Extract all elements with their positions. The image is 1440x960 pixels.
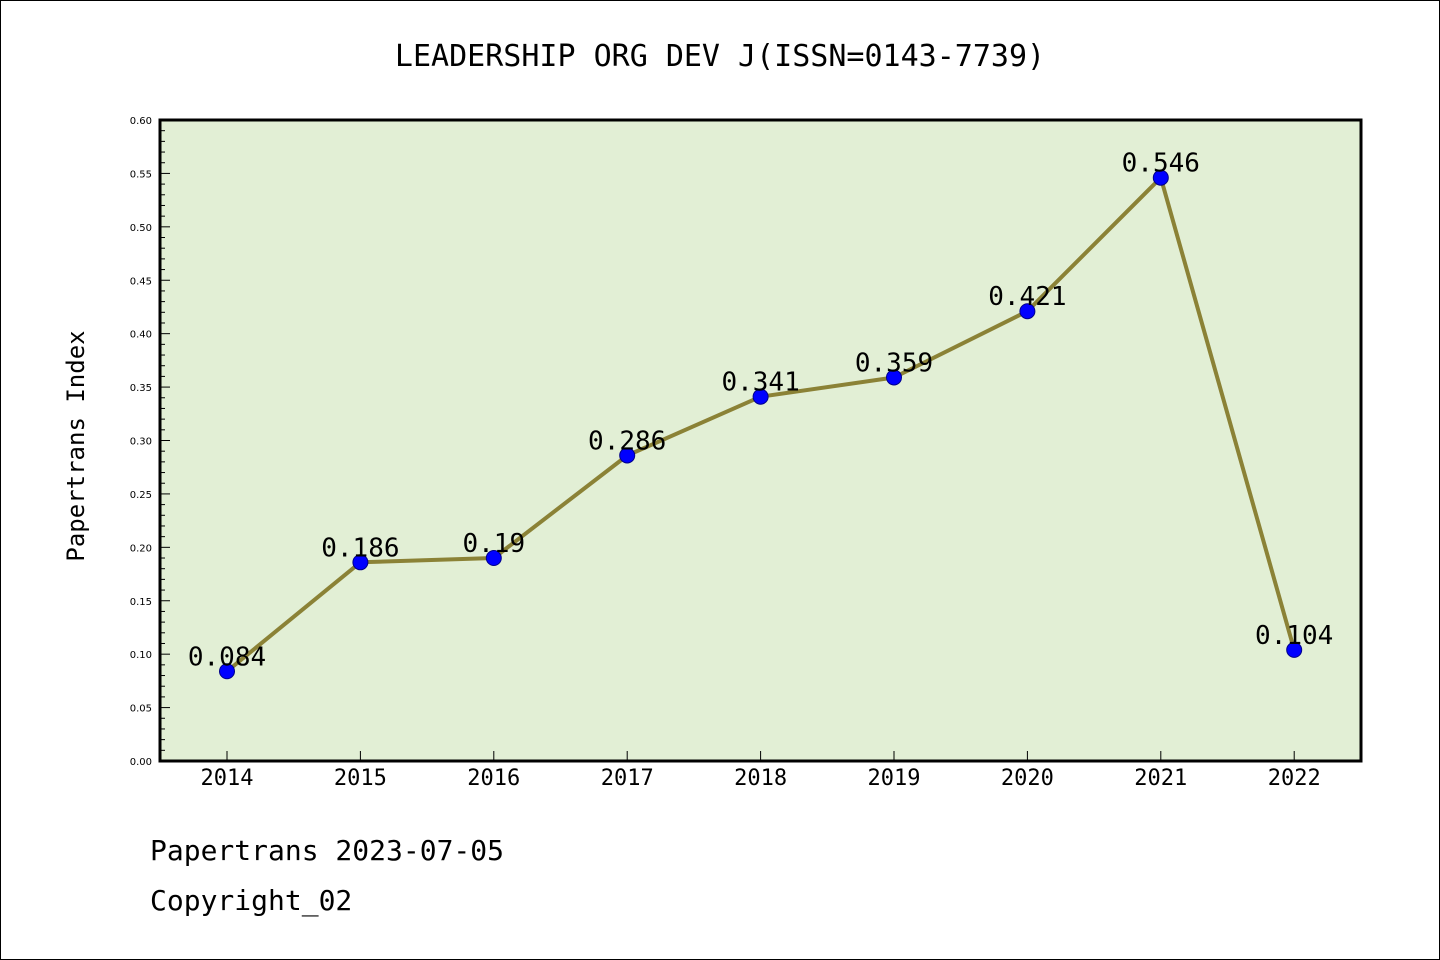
chart-title: LEADERSHIP ORG DEV J(ISSN=0143-7739) <box>395 39 1045 74</box>
x-tick-label: 2014 <box>201 766 254 791</box>
x-tick-label: 2016 <box>467 766 520 791</box>
x-tick-label: 2018 <box>734 766 787 791</box>
data-label: 0.546 <box>1122 149 1200 179</box>
y-tick-label: 0.25 <box>130 490 152 501</box>
y-tick-label: 0.00 <box>130 757 152 768</box>
plot-area <box>160 120 1361 761</box>
y-tick-label: 0.45 <box>130 276 152 287</box>
data-label: 0.421 <box>988 282 1066 312</box>
x-tick-label: 2017 <box>601 766 654 791</box>
x-tick-label: 2015 <box>334 766 387 791</box>
data-point-marker <box>619 447 636 464</box>
data-label: 0.104 <box>1255 621 1333 651</box>
x-tick-label: 2021 <box>1134 766 1187 791</box>
x-tick-label: 2022 <box>1268 766 1321 791</box>
y-tick-label: 0.40 <box>130 330 152 341</box>
data-point-marker <box>352 554 369 571</box>
data-label: 0.186 <box>321 533 399 563</box>
y-axis-label: Papertrans Index <box>62 330 90 561</box>
y-tick-label: 0.35 <box>130 383 152 394</box>
data-point-marker <box>886 369 902 386</box>
data-point-marker <box>1152 169 1169 186</box>
y-tick-label: 0.05 <box>130 704 152 715</box>
x-axis-ticks: 2014 2015 2016 2017 2018 2019 2020 2021 2022 <box>201 751 1321 791</box>
x-tick-label: 2019 <box>868 766 921 791</box>
x-tick-label: 2020 <box>1001 766 1054 791</box>
data-label: 0.084 <box>188 642 266 672</box>
data-labels: 0.084 0.186 0.19 0.286 0.341 0.359 0.421 0.546 0… <box>188 149 1333 673</box>
y-tick-label: 0.10 <box>130 650 152 661</box>
data-point-marker <box>752 388 769 405</box>
data-point-marker <box>1019 303 1036 320</box>
data-label: 0.19 <box>462 529 525 559</box>
data-label: 0.359 <box>855 348 933 378</box>
data-point-marker <box>1286 641 1303 658</box>
data-point-marker <box>485 550 502 567</box>
footer-date-line: Papertrans 2023-07-05 <box>150 834 505 867</box>
y-tick-label: 0.55 <box>130 169 152 180</box>
data-point-marker <box>219 663 235 680</box>
plot-border <box>158 118 1363 763</box>
y-tick-label: 0.50 <box>130 223 152 234</box>
y-tick-label: 0.60 <box>130 116 152 127</box>
y-tick-label: 0.30 <box>130 437 152 448</box>
footer-copyright-line: Copyright_02 <box>150 884 353 917</box>
data-label: 0.286 <box>588 426 666 456</box>
data-label: 0.341 <box>721 368 799 398</box>
series-markers <box>219 169 1303 680</box>
y-tick-label: 0.15 <box>130 597 152 608</box>
y-tick-label: 0.20 <box>130 543 152 554</box>
